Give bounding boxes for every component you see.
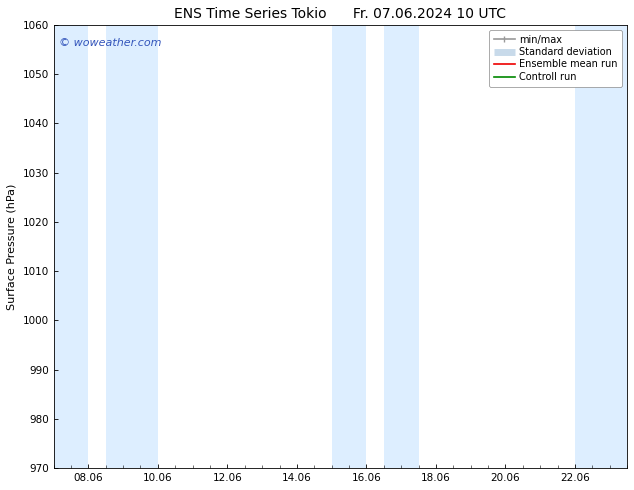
Bar <box>575 25 627 468</box>
Legend: min/max, Standard deviation, Ensemble mean run, Controll run: min/max, Standard deviation, Ensemble me… <box>489 30 622 87</box>
Bar <box>384 25 418 468</box>
Bar <box>54 25 88 468</box>
Y-axis label: Surface Pressure (hPa): Surface Pressure (hPa) <box>7 183 17 310</box>
Title: ENS Time Series Tokio      Fr. 07.06.2024 10 UTC: ENS Time Series Tokio Fr. 07.06.2024 10 … <box>174 7 507 21</box>
Bar <box>332 25 366 468</box>
Bar <box>106 25 158 468</box>
Text: © woweather.com: © woweather.com <box>60 38 162 48</box>
